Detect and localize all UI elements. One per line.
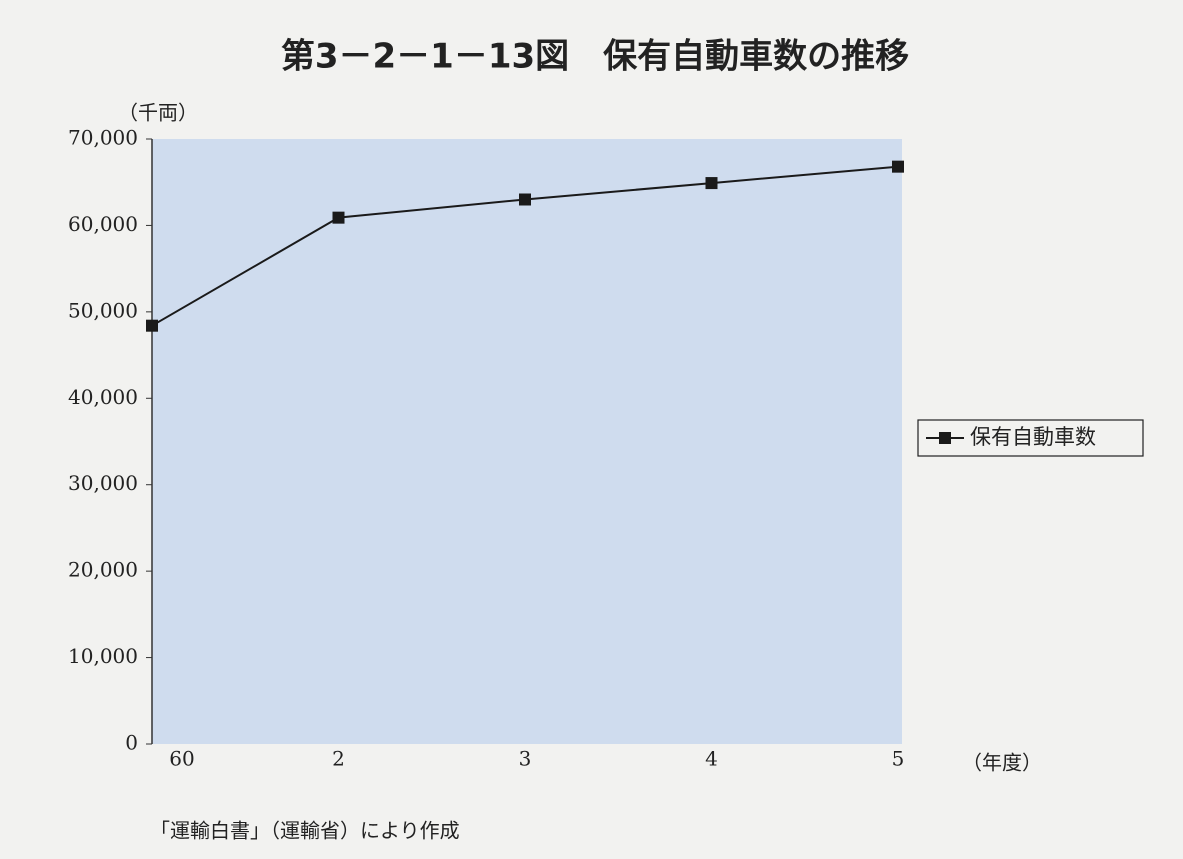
chart-title: 第3－2－1－13図 保有自動車数の推移 [281, 37, 909, 77]
x-tick-label: 4 [705, 747, 718, 771]
x-tick-label: 5 [892, 747, 905, 771]
plot-area [152, 139, 902, 744]
x-tick-label: 2 [332, 747, 345, 771]
data-point [146, 319, 158, 332]
y-tick-label: 40,000 [68, 385, 138, 409]
data-point [705, 177, 718, 190]
y-tick-label: 10,000 [68, 644, 138, 668]
y-tick-label: 70,000 [68, 126, 138, 150]
y-tick-label: 0 [125, 731, 138, 755]
source-note: 「運輸白書」（運輸省）により作成 [150, 819, 460, 843]
x-tick-label: 60 [169, 747, 194, 771]
x-tick-label: 3 [519, 747, 532, 771]
y-axis-label: （千両） [118, 101, 198, 125]
legend-box [917, 419, 1144, 457]
y-tick-label: 50,000 [68, 298, 138, 322]
data-point [892, 160, 904, 173]
legend-label: 保有自動車数 [970, 425, 1096, 449]
data-point [332, 211, 345, 224]
legend-marker [939, 432, 951, 444]
y-tick-label: 20,000 [68, 558, 138, 582]
data-point [519, 193, 531, 206]
y-tick-label: 60,000 [68, 212, 138, 236]
x-axis-label: （年度） [962, 751, 1042, 775]
y-tick-label: 30,000 [68, 471, 138, 495]
